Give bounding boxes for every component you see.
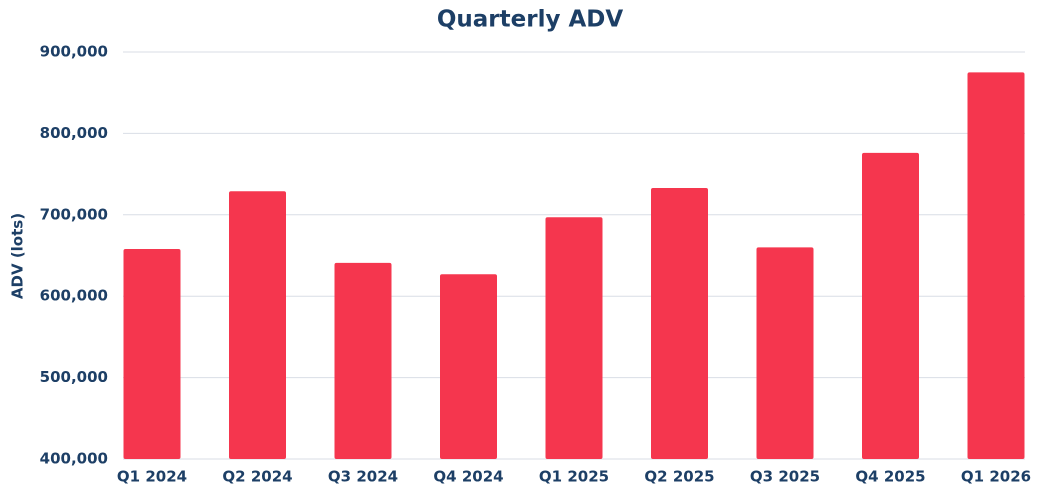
bar (862, 152, 919, 459)
x-tick-label: Q2 2025 (644, 468, 714, 486)
y-axis-label: ADV (lots) (9, 213, 27, 299)
x-tick-label: Q1 2026 (961, 468, 1031, 486)
bar (334, 262, 392, 459)
x-tick-label: Q4 2024 (433, 468, 503, 486)
y-tick-label: 700,000 (40, 205, 108, 223)
bar (229, 191, 286, 459)
y-tick-label: 400,000 (40, 450, 108, 468)
x-tick-label: Q1 2024 (117, 468, 187, 486)
x-tick-label: Q4 2025 (855, 468, 925, 486)
x-tick-label: Q2 2024 (222, 468, 292, 486)
y-tick-label: 500,000 (40, 368, 108, 386)
bar (123, 248, 181, 459)
y-tick-label: 800,000 (40, 124, 108, 142)
x-tick-label: Q3 2025 (750, 468, 820, 486)
y-tick-label: 600,000 (40, 287, 108, 305)
bar (756, 247, 814, 459)
bar (440, 274, 497, 459)
bar (651, 187, 708, 460)
x-tick-label: Q3 2024 (328, 468, 398, 486)
bar (545, 217, 603, 459)
bar (967, 72, 1025, 459)
x-tick-label: Q1 2025 (539, 468, 609, 486)
chart-title: Quarterly ADV (437, 7, 624, 33)
y-tick-label: 900,000 (40, 43, 108, 61)
